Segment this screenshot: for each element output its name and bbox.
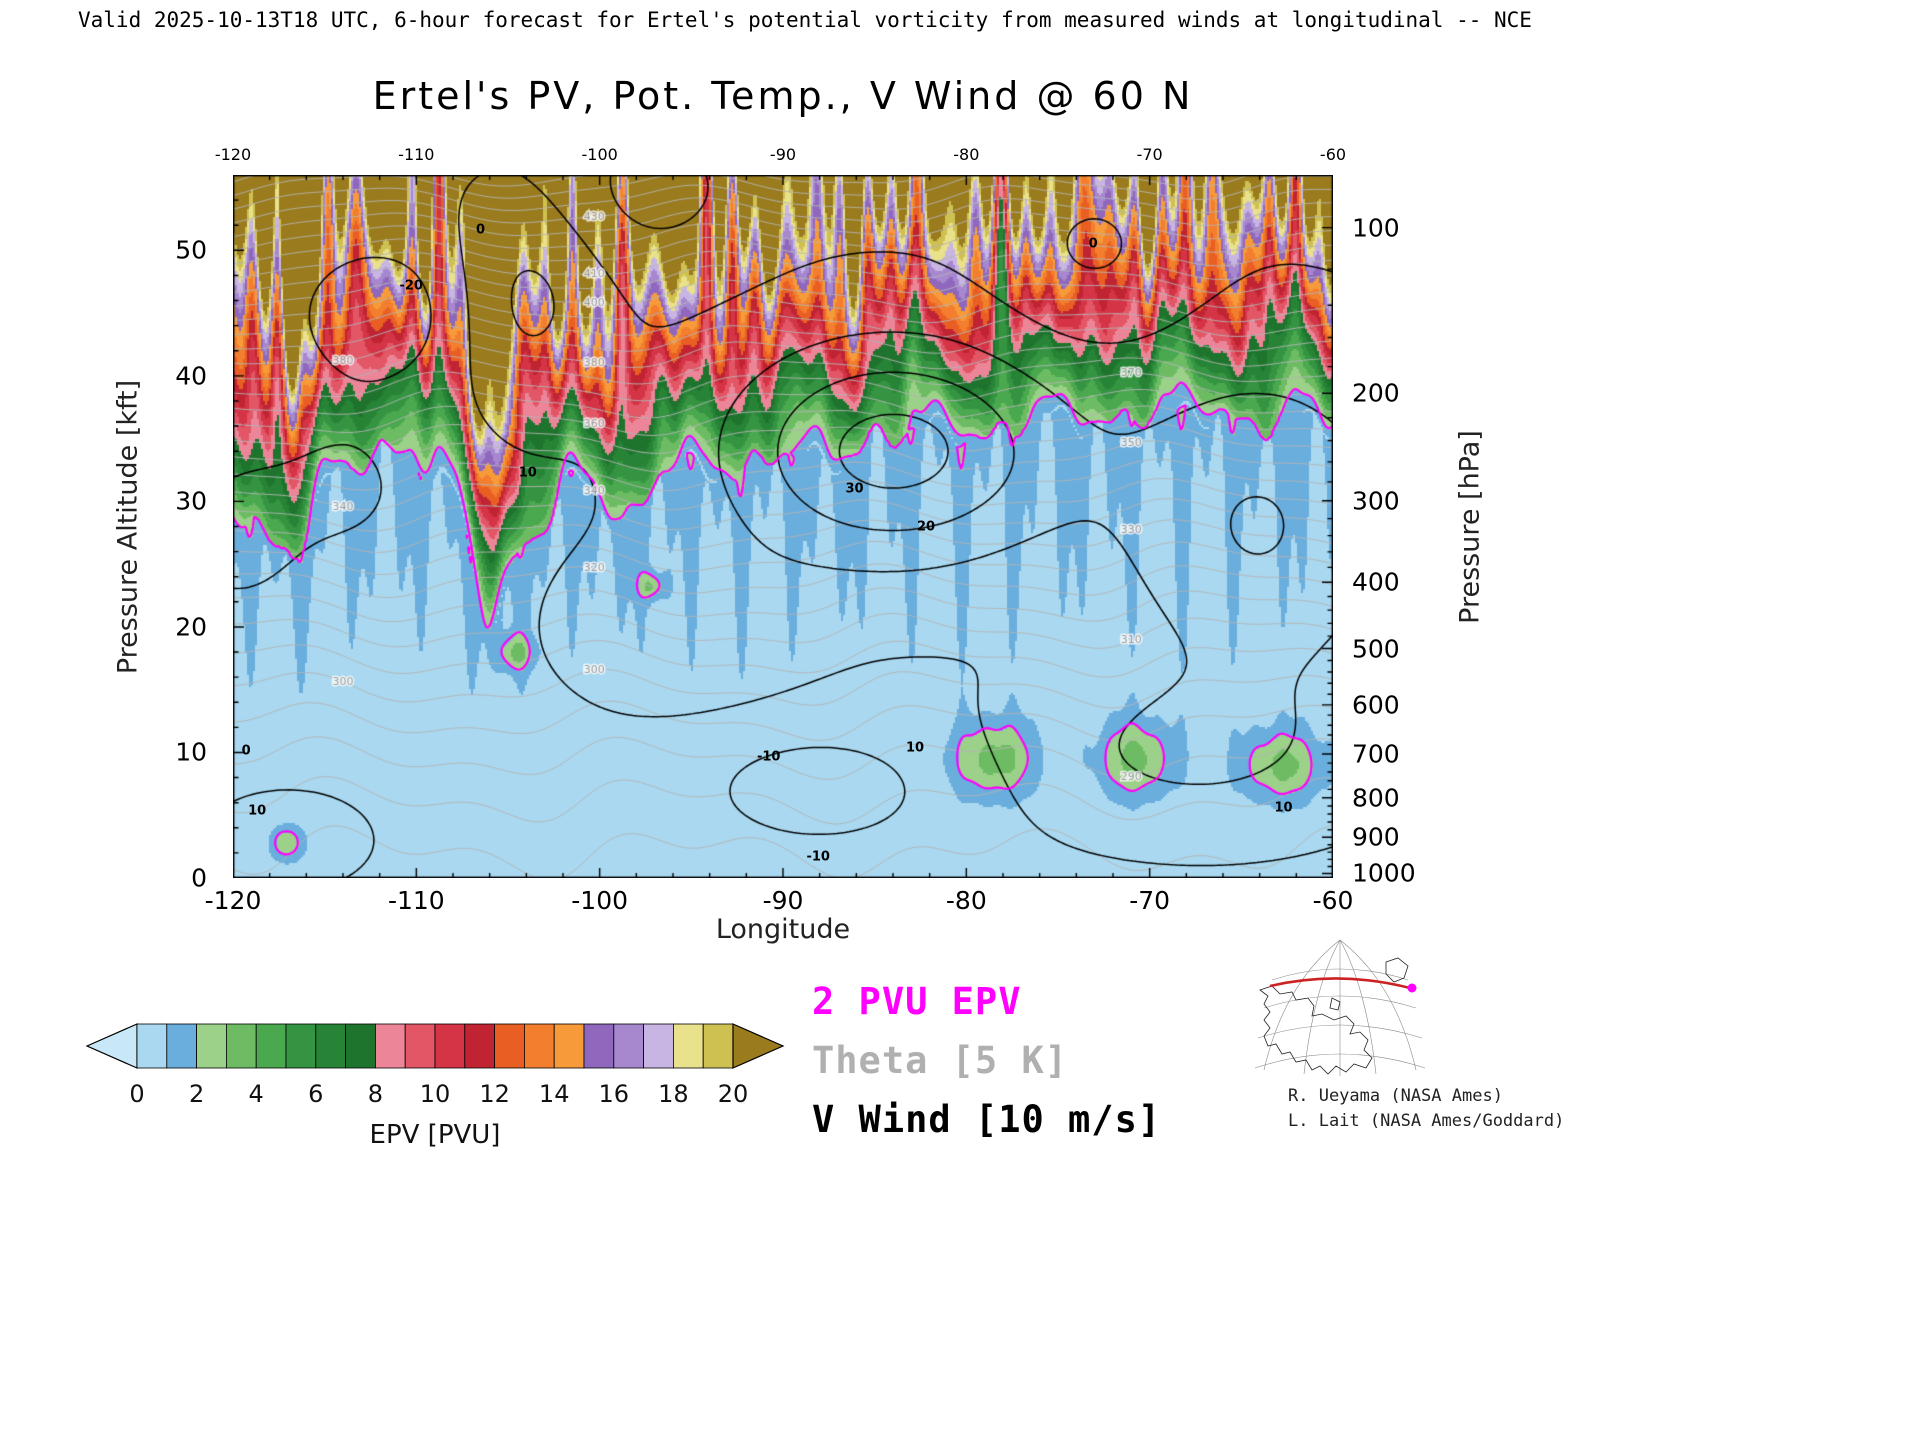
colorbar-segment: [583, 1023, 615, 1069]
plot-title: Ertel's PV, Pot. Temp., V Wind @ 60 N: [372, 74, 1194, 118]
pressure-tick-label: 600: [1352, 690, 1400, 720]
x-axis-title: Longitude: [715, 914, 851, 945]
globe-graticule: [1254, 939, 1426, 1076]
y-left-tick-label: 40: [175, 361, 207, 391]
y-left-axis-title: Pressure Altitude [kft]: [112, 379, 144, 675]
x-top-tick-label: -100: [581, 145, 618, 164]
x-tick-label: -90: [762, 886, 804, 915]
colorbar: 0 2 4 6 8 10 12 14 16 18 20: [85, 1022, 785, 1118]
location-globe-inset: [1254, 939, 1426, 1076]
y-left-tick-label: 50: [175, 235, 207, 265]
epv-cross-section-canvas: [233, 175, 1333, 878]
x-tick-label: -100: [571, 886, 629, 915]
x-tick-label: -120: [204, 886, 262, 915]
legend-epv-2pvu: 2 PVU EPV: [812, 980, 1022, 1023]
wind-contour-label: -20: [399, 278, 423, 294]
colorbar-segment: [702, 1023, 734, 1069]
wind-contour-label: 10: [1274, 800, 1293, 816]
colorbar-tick-label: 4: [249, 1080, 264, 1108]
colorbar-tick-label: 14: [539, 1080, 570, 1108]
wind-contour-label: 10: [905, 740, 925, 756]
wind-contour-label: 10: [518, 465, 537, 481]
colorbar-segment: [404, 1023, 436, 1069]
colorbar-segment: [613, 1023, 644, 1069]
x-top-tick-label: -60: [1319, 145, 1347, 164]
colorbar-tick-label: 20: [718, 1080, 749, 1108]
x-top-tick-label: -110: [398, 145, 435, 164]
x-top-tick-label: -80: [953, 145, 980, 164]
wind-contour-label: 0: [1088, 236, 1098, 252]
colorbar-segment: [285, 1023, 317, 1069]
pressure-tick-label: 300: [1352, 486, 1400, 516]
wind-contour-label: -10: [756, 749, 781, 765]
x-tick-label: -80: [945, 886, 987, 915]
x-tick-label: -60: [1312, 886, 1354, 915]
wind-contour-label: 20: [916, 519, 936, 534]
colorbar-tick-label: 16: [599, 1080, 630, 1108]
pressure-tick-label: 100: [1352, 213, 1400, 243]
x-tick-label: -70: [1129, 886, 1171, 915]
pressure-tick-label: 700: [1352, 739, 1400, 769]
y-left-tick-label: 0: [191, 863, 207, 893]
colorbar-under-arrow: [85, 1023, 138, 1069]
credit-line-2: L. Lait (NASA Ames/Goddard): [1288, 1111, 1565, 1131]
colorbar-tick-label: 12: [479, 1080, 510, 1108]
pressure-tick-label: 200: [1352, 378, 1400, 408]
pressure-tick-label: 800: [1352, 783, 1400, 813]
colorbar-segment: [464, 1023, 495, 1069]
y-left-tick-label: 10: [175, 737, 207, 767]
colorbar-segment: [374, 1023, 406, 1069]
colorbar-tick-label: 8: [368, 1080, 383, 1108]
colorbar-tick-label: 6: [308, 1080, 323, 1108]
credit-line-1: R. Ueyama (NASA Ames): [1288, 1086, 1503, 1106]
colorbar-segment: [345, 1023, 376, 1069]
colorbar-segment: [523, 1023, 555, 1069]
wind-contour-label: 30: [845, 481, 864, 497]
wind-contour-label: -10: [806, 849, 830, 865]
colorbar-tick-label: 10: [420, 1080, 451, 1108]
x-top-tick-label: -90: [769, 145, 797, 164]
pressure-tick-label: 900: [1352, 822, 1400, 852]
colorbar-segment: [225, 1023, 257, 1069]
legend-theta: Theta [5 K]: [812, 1039, 1069, 1082]
colorbar-caption: EPV [PVU]: [369, 1120, 501, 1150]
pressure-tick-label: 500: [1352, 634, 1400, 663]
colorbar-segment: [315, 1023, 347, 1069]
x-top-tick-label: -70: [1136, 145, 1163, 164]
colorbar-segment: [166, 1023, 198, 1069]
colorbar-segment: [196, 1023, 227, 1069]
colorbar-segment: [434, 1023, 466, 1069]
pressure-tick-label: 1000: [1352, 858, 1416, 888]
coastline-north-america: [1259, 957, 1409, 1075]
colorbar-segment: [673, 1023, 704, 1069]
colorbar-tick-label: 0: [129, 1080, 144, 1108]
legend: 2 PVU EPV Theta [5 K] V Wind [10 m/s]: [812, 980, 1161, 1157]
x-tick-label: -110: [387, 886, 445, 915]
colorbar-segment: [553, 1023, 585, 1069]
y-left-tick-label: 20: [175, 612, 207, 642]
colorbar-over-arrow: [732, 1023, 785, 1069]
y-right-axis-title: Pressure [hPa]: [1454, 430, 1486, 624]
colorbar-segment: [494, 1023, 525, 1069]
wind-contour-label: 0: [241, 743, 251, 759]
colorbar-svg: 0 2 4 6 8 10 12 14 16 18 20: [85, 1023, 785, 1108]
transect-60n-line: [1269, 977, 1411, 990]
colorbar-segment: [643, 1023, 674, 1069]
pressure-tick-label: 400: [1352, 567, 1400, 597]
x-top-tick-label: -120: [214, 145, 252, 164]
wind-contour-label: 10: [248, 803, 267, 819]
y-left-tick-label: 30: [175, 486, 207, 516]
location-dot: [1407, 983, 1417, 993]
colorbar-segment: [255, 1023, 287, 1069]
legend-vwind: V Wind [10 m/s]: [812, 1098, 1162, 1141]
wind-contour-label: 0: [475, 222, 486, 238]
colorbar-tick-label: 2: [189, 1080, 204, 1108]
colorbar-tick-label: 18: [658, 1080, 689, 1108]
validity-header: Valid 2025-10-13T18 UTC, 6-hour forecast…: [78, 8, 1532, 32]
colorbar-segment: [136, 1023, 168, 1069]
